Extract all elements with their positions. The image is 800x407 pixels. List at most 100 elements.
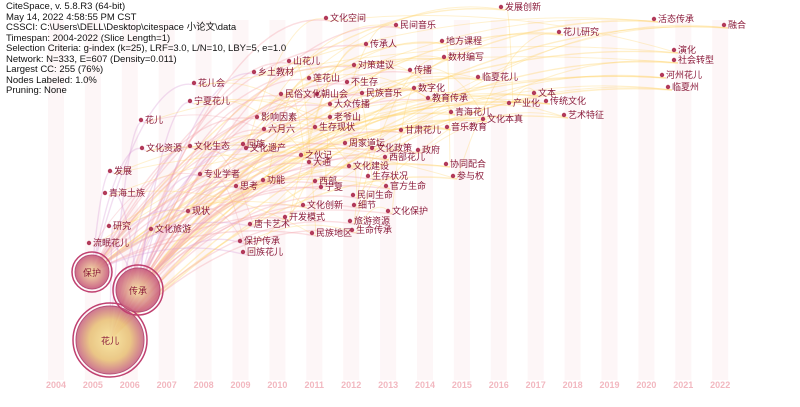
keyword-label[interactable]: 发展创新 [505, 1, 541, 13]
keyword-label[interactable]: 活态传承 [658, 13, 694, 25]
keyword-label[interactable]: 音乐教育 [451, 121, 487, 133]
major-keyword-node[interactable] [115, 267, 161, 313]
keyword-label[interactable]: 宁夏 [325, 181, 343, 193]
keyword-node[interactable] [350, 192, 356, 198]
keyword-label[interactable]: 演化 [678, 44, 696, 56]
keyword-node[interactable] [369, 145, 375, 151]
keyword-node[interactable] [240, 249, 246, 255]
keyword-node[interactable] [443, 161, 449, 167]
keyword-node[interactable] [240, 141, 246, 147]
keyword-node[interactable] [480, 116, 486, 122]
major-keyword-node[interactable] [74, 254, 110, 290]
keyword-label[interactable]: 传播 [414, 64, 432, 76]
keyword-node[interactable] [306, 75, 312, 81]
keyword-label[interactable]: 临夏花儿 [482, 71, 518, 83]
keyword-label[interactable]: 文化创新 [307, 199, 343, 211]
keyword-label[interactable]: 教育传承 [432, 92, 468, 104]
keyword-node[interactable] [665, 84, 671, 90]
keyword-node[interactable] [444, 124, 450, 130]
keyword-node[interactable] [347, 218, 353, 224]
keyword-node[interactable] [278, 91, 284, 97]
keyword-label[interactable]: 现状 [192, 205, 210, 217]
keyword-label[interactable]: 传承人 [370, 38, 397, 50]
keyword-label[interactable]: 青海花儿 [455, 106, 491, 118]
keyword-label[interactable]: 文化资源 [146, 142, 182, 154]
keyword-label[interactable]: 大众传播 [334, 98, 370, 110]
keyword-label[interactable]: 朝山会 [321, 88, 348, 100]
keyword-label[interactable]: 社会转型 [678, 54, 714, 66]
keyword-node[interactable] [349, 227, 355, 233]
keyword-label[interactable]: 回族花儿 [247, 246, 283, 258]
keyword-label[interactable]: 花儿 [145, 114, 163, 126]
keyword-label[interactable]: 六月六 [268, 123, 295, 135]
keyword-node[interactable] [365, 173, 371, 179]
keyword-node[interactable] [261, 126, 267, 132]
keyword-node[interactable] [721, 22, 727, 28]
keyword-label[interactable]: 参与权 [457, 170, 484, 182]
keyword-node[interactable] [342, 140, 348, 146]
keyword-node[interactable] [561, 112, 567, 118]
keyword-label[interactable]: 生存现状 [319, 121, 355, 133]
keyword-label[interactable]: 文化政策 [376, 142, 412, 154]
keyword-label[interactable]: 生命传承 [356, 224, 392, 236]
keyword-label[interactable]: 数字化 [418, 82, 445, 94]
keyword-node[interactable] [651, 16, 657, 22]
keyword-label[interactable]: 花儿研究 [563, 26, 599, 38]
keyword-label[interactable]: 旅游资源 [354, 215, 390, 227]
keyword-label[interactable]: 研究 [113, 220, 131, 232]
keyword-label[interactable]: 莲花山 [313, 72, 340, 84]
keyword-node[interactable] [450, 173, 456, 179]
keyword-node[interactable] [556, 29, 562, 35]
keyword-node[interactable] [506, 100, 512, 106]
keyword-node[interactable] [393, 22, 399, 28]
keyword-label[interactable]: 西部 [319, 175, 337, 187]
keyword-node[interactable] [138, 117, 144, 123]
keyword-node[interactable] [185, 208, 191, 214]
keyword-node[interactable] [425, 95, 431, 101]
keyword-node[interactable] [233, 183, 239, 189]
keyword-node[interactable] [254, 114, 260, 120]
keyword-node[interactable] [441, 54, 447, 60]
keyword-node[interactable] [344, 79, 350, 85]
keyword-label[interactable]: 民间音乐 [400, 19, 436, 31]
keyword-label[interactable]: 细节 [358, 199, 376, 211]
keyword-node[interactable] [306, 159, 312, 165]
keyword-node[interactable] [318, 184, 324, 190]
keyword-node[interactable] [498, 4, 504, 10]
keyword-node[interactable] [312, 178, 318, 184]
keyword-node[interactable] [107, 168, 113, 174]
keyword-label[interactable]: 老爷山 [334, 111, 361, 123]
keyword-node[interactable] [351, 62, 357, 68]
keyword-label[interactable]: 开发模式 [289, 211, 325, 223]
keyword-node[interactable] [385, 208, 391, 214]
keyword-label[interactable]: 文化本真 [487, 113, 523, 125]
keyword-node[interactable] [531, 90, 537, 96]
keyword-label[interactable]: 西部花儿 [389, 151, 425, 163]
keyword-label[interactable]: 文化旅游 [155, 223, 191, 235]
keyword-node[interactable] [300, 202, 306, 208]
keyword-node[interactable] [415, 147, 421, 153]
keyword-node[interactable] [327, 101, 333, 107]
keyword-label[interactable]: 地方课程 [446, 35, 482, 47]
keyword-node[interactable] [671, 47, 677, 53]
keyword-label[interactable]: 青海土族 [109, 187, 145, 199]
keyword-node[interactable] [102, 190, 108, 196]
keyword-label[interactable]: 融合 [728, 19, 746, 31]
keyword-node[interactable] [298, 152, 304, 158]
keyword-node[interactable] [247, 221, 253, 227]
keyword-label[interactable]: 之伙记 [305, 149, 332, 161]
keyword-node[interactable] [383, 183, 389, 189]
keyword-label[interactable]: 保护传承 [244, 235, 280, 247]
keyword-node[interactable] [286, 58, 292, 64]
keyword-node[interactable] [187, 143, 193, 149]
keyword-node[interactable] [448, 109, 454, 115]
keyword-node[interactable] [382, 154, 388, 160]
keyword-node[interactable] [398, 127, 404, 133]
keyword-label[interactable]: 政府 [422, 144, 440, 156]
keyword-label[interactable]: 发展 [114, 165, 132, 177]
keyword-label[interactable]: 乡土教材 [258, 66, 294, 78]
keyword-label[interactable]: 文化生态 [194, 140, 230, 152]
keyword-label[interactable]: 文化保护 [392, 205, 428, 217]
keyword-label[interactable]: 花儿会 [198, 77, 225, 89]
